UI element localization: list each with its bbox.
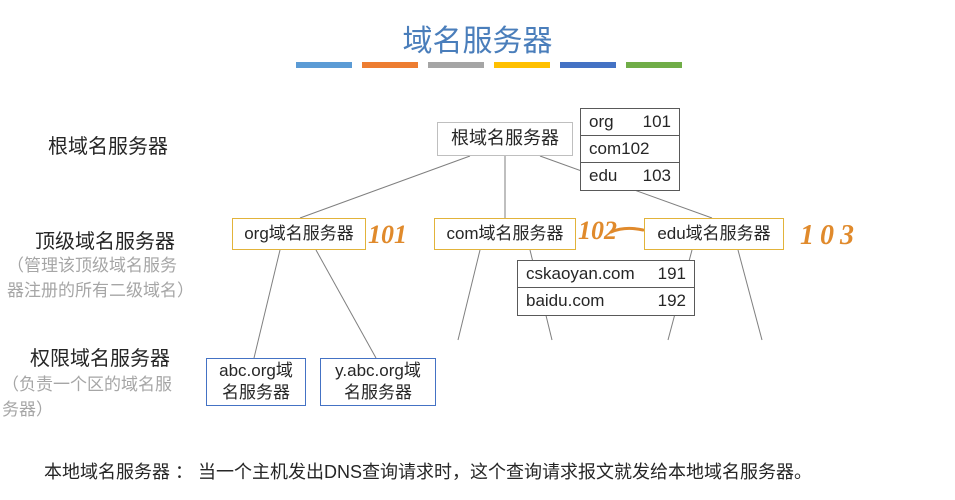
table-cell: baidu.com [526,291,604,312]
node-com-server: com域名服务器 [434,218,576,250]
title-underline-segment [494,62,550,68]
table-cell: 103 [643,166,671,187]
handnote-101: 101 [368,220,407,250]
node-y-abc-org-server: y.abc.org域 名服务器 [320,358,436,406]
handnote-103: 103 [800,220,860,252]
handnote-102: 102 [578,216,617,246]
title-underline-segment [296,62,352,68]
footer-note: 本地域名服务器 ： 当一个主机发出DNS查询请求时，这个查询请求报文就发给本地域… [44,458,955,484]
label-tld-tier: 顶级域名服务器 [35,225,175,254]
table-cell: 192 [658,291,686,312]
title-underline-segment [428,62,484,68]
table-cell: cskaoyan.com [526,264,635,284]
diagram-title: 域名服务器 [0,16,955,60]
table-row: baidu.com 192 [518,288,694,315]
node-edu-server: edu域名服务器 [644,218,784,250]
table-cell: org [589,112,614,132]
label-auth-subtext: （负责一个区的域名服 务器） [2,370,172,420]
node-root-server: 根域名服务器 [437,122,573,156]
diagram-canvas: 域名服务器 根域名服务器 顶级域名服务器 （管理该顶级域名服务 器注册的所有二级… [0,0,955,500]
node-org-server: org域名服务器 [232,218,366,250]
table-cell: edu [589,166,617,187]
table-row: edu 103 [581,163,679,190]
table-row: com102 [581,136,679,163]
title-underline-segment [362,62,418,68]
table-row: org 101 [581,109,679,136]
table-cell: com102 [589,139,649,159]
node-abc-org-server: abc.org域 名服务器 [206,358,306,406]
table-row: cskaoyan.com 191 [518,261,694,288]
table-cell: 101 [643,112,671,132]
label-tld-subtext: （管理该顶级域名服务 器注册的所有二级域名） [7,251,194,301]
table-cell: 191 [658,264,686,284]
title-underline-segment [626,62,682,68]
label-auth-tier: 权限域名服务器 [30,342,170,371]
title-underline-segment [560,62,616,68]
label-root-tier: 根域名服务器 [48,130,168,159]
table-tld-map: org 101 com102 edu 103 [580,108,680,191]
table-com-map: cskaoyan.com 191 baidu.com 192 [517,260,695,316]
